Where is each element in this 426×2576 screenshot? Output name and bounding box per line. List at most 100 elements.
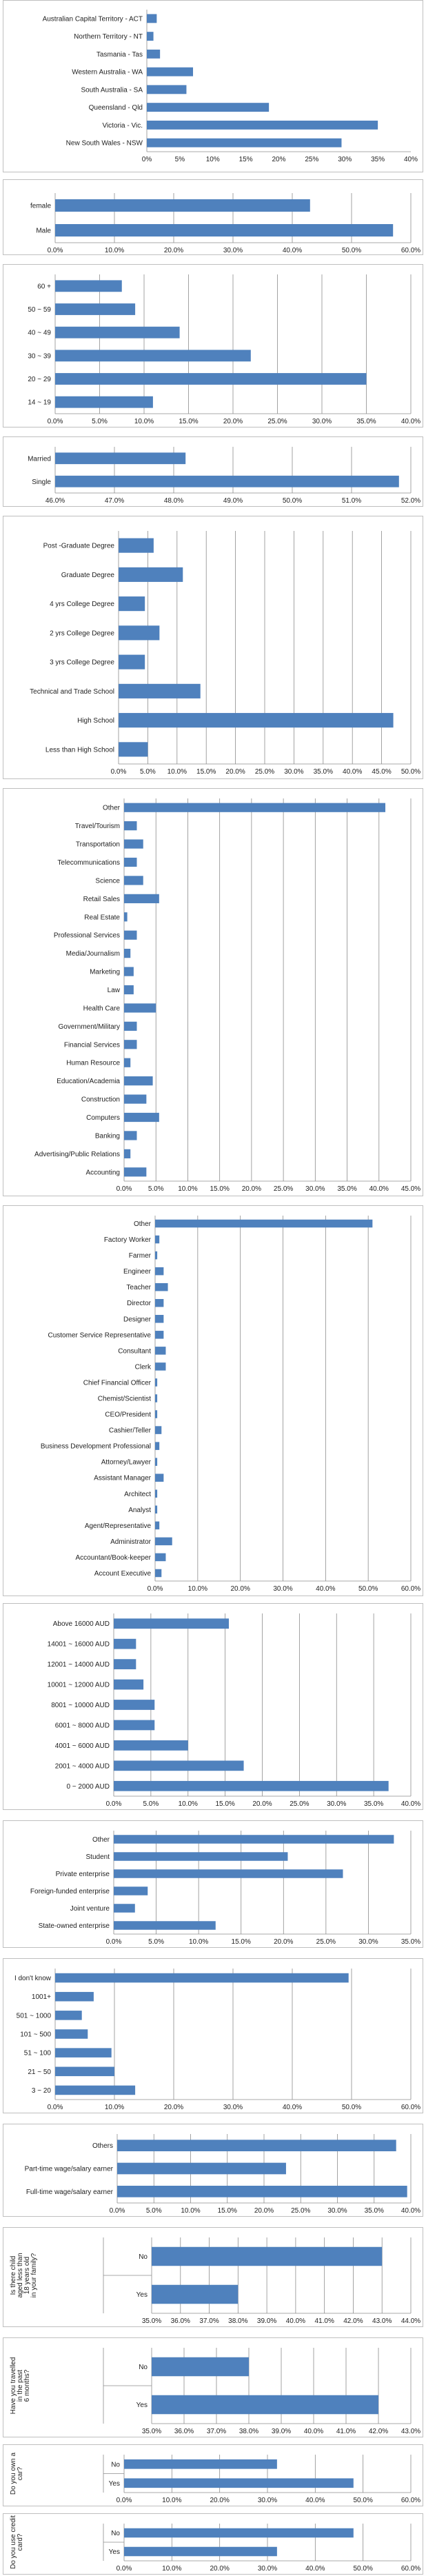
x-tick-label: 30.0% (284, 768, 303, 776)
bar (155, 1282, 168, 1291)
group-label: Do you use credit (10, 2515, 17, 2569)
x-tick-label: 0.0% (106, 1938, 122, 1946)
chart-15: 0.0% 10.0% 20.0% 30.0% 40.0% 50.0% 60.0% No Yes D… (3, 2513, 423, 2575)
x-tick-label: 15.0% (179, 418, 198, 425)
x-tick-label: 10.0% (134, 418, 154, 425)
bar (124, 949, 131, 958)
category-label: Married (28, 455, 51, 463)
bar (114, 1886, 148, 1895)
category-label: Yes (136, 2402, 148, 2409)
x-tick-label: 35.0% (364, 1800, 383, 1808)
x-tick-label: 39.0% (272, 2428, 291, 2435)
category-label: 0 ~ 2000 AUD (66, 1783, 110, 1791)
bar (117, 2140, 396, 2151)
x-tick-label: 44.0% (401, 2317, 420, 2325)
chart-2: 0.0% 10.0% 20.0% 30.0% 40.0% 50.0% 60.0% female… (3, 179, 423, 255)
group-label: Is there child (10, 2256, 17, 2295)
chart-13: 35.0% 36.0% 37.0% 38.0% 39.0% 40.0% 41.0% 42.0%… (3, 2337, 423, 2437)
x-tick-label: 20.0% (164, 2104, 183, 2111)
x-tick-label: 0.0% (48, 418, 63, 425)
chart-8: 0.0% 5.0% 10.0% 15.0% 20.0% 25.0% 30.0% 35.0% 40… (3, 1603, 423, 1810)
category-label: Human Resource (66, 1060, 120, 1067)
bar (55, 350, 251, 362)
x-tick-label: 35.0% (337, 1185, 356, 1193)
x-tick-label: 51.0% (342, 497, 361, 505)
category-label: 51 ~ 100 (24, 2050, 52, 2057)
category-label: 12001 ~ 14000 AUD (48, 1661, 110, 1669)
x-tick-label: 50.0% (358, 1585, 378, 1593)
category-label: 4 yrs College Degree (50, 601, 114, 608)
bar (55, 373, 367, 385)
category-label: Others (92, 2142, 113, 2150)
bar (119, 683, 201, 698)
category-label: Account Executive (94, 1570, 152, 1578)
x-tick-label: 35.0% (401, 1938, 420, 1946)
bar (124, 1131, 137, 1140)
bar (117, 2186, 407, 2197)
chart-5: 0.0% 5.0% 10.0% 15.0% 20.0% 25.0% 30.0% 35.0% 40… (3, 516, 423, 779)
category-label: Education/Academia (57, 1078, 120, 1085)
x-tick-label: 52.0% (401, 497, 420, 505)
bar (155, 1267, 164, 1276)
bar (155, 1489, 158, 1498)
x-tick-label: 40.0% (343, 768, 362, 776)
category-label: Queensland - Qld (89, 104, 143, 112)
category-label: Transportation (76, 841, 120, 849)
x-tick-label: 10.0% (162, 2565, 181, 2573)
x-tick-label: 45.0% (401, 1185, 420, 1193)
bar (55, 326, 180, 339)
group-label: card? (17, 2533, 24, 2550)
category-label: 2001 ~ 4000 AUD (55, 1762, 110, 1770)
x-tick-label: 39.0% (257, 2317, 276, 2325)
category-label: Factory Worker (104, 1236, 152, 1244)
bar (55, 1991, 94, 2002)
group-label: 18 years old (23, 2257, 31, 2294)
x-tick-label: 48.0% (164, 497, 183, 505)
category-label: 1001+ (32, 1993, 51, 2001)
x-tick-label: 41.0% (336, 2428, 356, 2435)
group-label: car? (17, 2466, 24, 2480)
x-tick-label: 15.0% (196, 768, 216, 776)
bar (119, 567, 183, 582)
x-tick-label: 40.0% (283, 2104, 302, 2111)
category-label: Customer Service Representative (48, 1331, 151, 1339)
chart-frame (3, 2124, 423, 2217)
bar (124, 2546, 277, 2557)
bar (155, 1569, 162, 1578)
category-label: No (139, 2253, 148, 2261)
category-label: I don't know (14, 1975, 52, 1982)
x-tick-label: 5.0% (148, 1938, 164, 1946)
bar (124, 857, 137, 867)
bar (124, 967, 134, 976)
x-tick-label: 0.0% (48, 2104, 63, 2111)
x-tick-label: 40.0% (401, 2207, 420, 2215)
x-tick-label: 20.0% (223, 418, 243, 425)
category-label: Tasmania - Tas (97, 51, 143, 59)
category-label: Less than High School (45, 746, 114, 754)
bar (117, 2162, 286, 2175)
bar (152, 2284, 239, 2304)
bar (55, 2048, 112, 2057)
bar (147, 14, 157, 23)
category-label: Government/Military (59, 1023, 120, 1031)
category-label: Male (36, 228, 51, 235)
category-label: 4001 ~ 6000 AUD (55, 1742, 110, 1750)
x-tick-label: 46.0% (45, 497, 65, 505)
x-tick-label: 40.0% (305, 2565, 325, 2573)
chart-frame (3, 2444, 423, 2506)
chart-11: 0.0% 5.0% 10.0% 15.0% 20.0% 25.0% 30.0% 35.0% 40… (3, 2124, 423, 2217)
x-tick-label: 0.0% (106, 1800, 122, 1808)
bar (124, 985, 134, 995)
x-tick-label: 5.0% (146, 2207, 162, 2215)
category-label: Telecommunications (57, 859, 120, 867)
group-label: Do you own a (10, 2452, 17, 2495)
category-label: Construction (81, 1096, 120, 1104)
category-label: Computers (86, 1114, 120, 1122)
x-tick-label: 5.0% (148, 1185, 164, 1193)
category-label: female (30, 203, 51, 210)
chart-4: 46.0% 47.0% 48.0% 49.0% 50.0% 51.0% 52.0% Marri… (3, 436, 423, 507)
category-label: CEO/President (105, 1411, 151, 1419)
category-label: 8001 ~ 10000 AUD (51, 1702, 110, 1709)
x-tick-label: 37.0% (207, 2428, 226, 2435)
category-label: Banking (95, 1132, 120, 1140)
